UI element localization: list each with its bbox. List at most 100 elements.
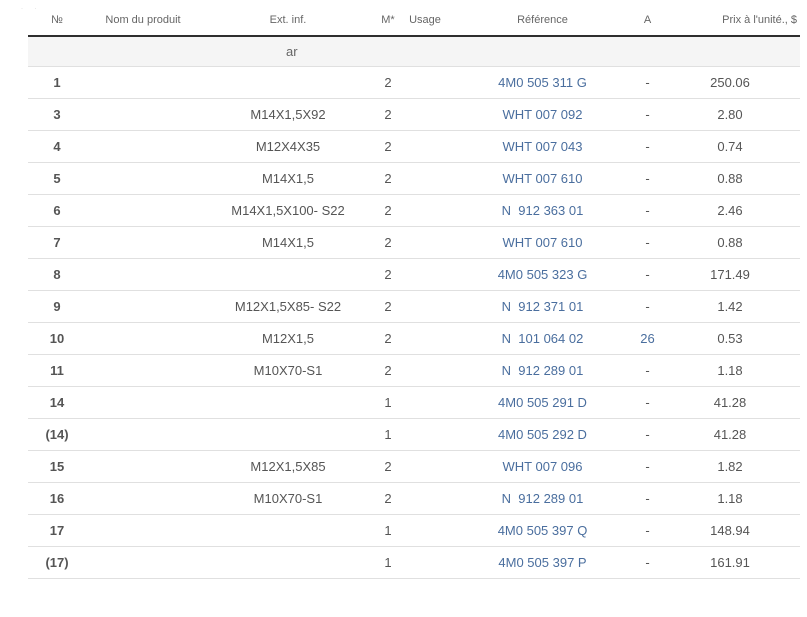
reference-link[interactable]: WHT 007 096 xyxy=(502,459,583,474)
row-number-cell: 1 xyxy=(28,66,86,99)
group-row: ar xyxy=(28,36,800,67)
usage-cell xyxy=(400,322,450,355)
reference-link[interactable]: 4M0 505 397 Q xyxy=(497,523,588,538)
header-m: M* xyxy=(376,0,400,37)
a-column-cell: - xyxy=(635,482,660,515)
product-name-cell xyxy=(86,386,200,419)
price-cell: 0.53 xyxy=(660,322,800,355)
product-name-cell xyxy=(86,546,200,579)
product-name-cell xyxy=(86,290,200,323)
price-cell: 0.74 xyxy=(660,130,800,163)
m-count-cell: 2 xyxy=(376,194,400,227)
row-number-cell: (14) xyxy=(28,418,86,451)
a-column-link[interactable]: 26 xyxy=(635,322,660,355)
row-number-cell: 7 xyxy=(28,226,86,259)
reference-cell: 4M0 505 291 D xyxy=(450,386,635,419)
header-ext-inf: Ext. inf. xyxy=(200,0,376,37)
m-count-cell: 2 xyxy=(376,290,400,323)
product-name-cell xyxy=(86,226,200,259)
row-number-cell: 6 xyxy=(28,194,86,227)
product-name-cell xyxy=(86,354,200,387)
price-cell: 148.94 xyxy=(660,514,800,547)
reference-link[interactable]: 4M0 505 311 G xyxy=(498,75,587,90)
header-unit-price: Prix à l'unité., $ xyxy=(660,0,800,37)
row-number-cell: 3 xyxy=(28,98,86,131)
reference-cell: N 101 064 02 xyxy=(450,322,635,355)
header-number: № xyxy=(28,0,86,37)
row-number-cell: 8 xyxy=(28,258,86,291)
row-number-cell: 15 xyxy=(28,450,86,483)
product-name-cell xyxy=(86,66,200,99)
m-count-cell: 2 xyxy=(376,322,400,355)
reference-cell: 4M0 505 397 P xyxy=(450,546,635,579)
price-cell: 1.18 xyxy=(660,354,800,387)
row-number-cell: 17 xyxy=(28,514,86,547)
row-number-cell: 10 xyxy=(28,322,86,355)
row-number-cell: 5 xyxy=(28,162,86,195)
usage-cell xyxy=(400,354,450,387)
reference-link[interactable]: N 101 064 02 xyxy=(501,331,584,346)
price-cell: 161.91 xyxy=(660,546,800,579)
reference-link[interactable]: 4M0 505 397 P xyxy=(498,555,587,570)
product-name-cell xyxy=(86,98,200,131)
m-count-cell: 2 xyxy=(376,98,400,131)
product-name-cell xyxy=(86,322,200,355)
ext-inf-cell xyxy=(200,258,376,291)
a-column-cell: - xyxy=(635,514,660,547)
row-number-cell: 9 xyxy=(28,290,86,323)
table-row: 10 M12X1,5 2 N 101 064 02 26 0.53 xyxy=(28,322,800,355)
reference-link[interactable]: N 912 289 01 xyxy=(501,363,584,378)
usage-cell xyxy=(400,514,450,547)
table-row: 14 1 4M0 505 291 D - 41.28 xyxy=(28,386,800,419)
m-count-cell: 2 xyxy=(376,354,400,387)
product-name-cell xyxy=(86,514,200,547)
reference-link[interactable]: WHT 007 610 xyxy=(502,235,583,250)
usage-cell xyxy=(400,290,450,323)
reference-link[interactable]: N 912 289 01 xyxy=(501,491,584,506)
table-row: 8 2 4M0 505 323 G - 171.49 xyxy=(28,258,800,291)
a-column-cell: - xyxy=(635,226,660,259)
m-count-cell: 1 xyxy=(376,386,400,419)
group-label: ar xyxy=(28,36,800,67)
a-column-cell: - xyxy=(635,258,660,291)
product-name-cell xyxy=(86,162,200,195)
reference-cell: WHT 007 092 xyxy=(450,98,635,131)
a-column-cell: - xyxy=(635,98,660,131)
reference-cell: WHT 007 096 xyxy=(450,450,635,483)
usage-cell xyxy=(400,226,450,259)
usage-cell xyxy=(400,130,450,163)
reference-cell: 4M0 505 292 D xyxy=(450,418,635,451)
ext-inf-cell: M12X1,5X85 xyxy=(200,450,376,483)
reference-link[interactable]: WHT 007 610 xyxy=(502,171,583,186)
reference-cell: 4M0 505 311 G xyxy=(450,66,635,99)
usage-cell xyxy=(400,66,450,99)
reference-cell: WHT 007 610 xyxy=(450,226,635,259)
reference-link[interactable]: WHT 007 092 xyxy=(502,107,583,122)
ext-inf-cell: M14X1,5 xyxy=(200,162,376,195)
usage-cell xyxy=(400,98,450,131)
price-cell: 1.82 xyxy=(660,450,800,483)
ext-inf-cell xyxy=(200,418,376,451)
m-count-cell: 2 xyxy=(376,482,400,515)
product-name-cell xyxy=(86,418,200,451)
reference-cell: WHT 007 610 xyxy=(450,162,635,195)
header-usage: Usage xyxy=(400,0,450,37)
reference-link[interactable]: N 912 363 01 xyxy=(501,203,584,218)
usage-cell xyxy=(400,450,450,483)
table-row: 17 1 4M0 505 397 Q - 148.94 xyxy=(28,514,800,547)
reference-link[interactable]: 4M0 505 292 D xyxy=(498,427,587,442)
ext-inf-cell xyxy=(200,514,376,547)
price-cell: 2.46 xyxy=(660,194,800,227)
reference-link[interactable]: 4M0 505 323 G xyxy=(497,267,588,282)
price-cell: 171.49 xyxy=(660,258,800,291)
reference-link[interactable]: N 912 371 01 xyxy=(501,299,584,314)
table-row: 15 M12X1,5X85 2 WHT 007 096 - 1.82 xyxy=(28,450,800,483)
reference-link[interactable]: 4M0 505 291 D xyxy=(498,395,587,410)
price-cell: 41.28 xyxy=(660,386,800,419)
reference-link[interactable]: WHT 007 043 xyxy=(502,139,583,154)
usage-cell xyxy=(400,546,450,579)
table-body: ar 1 2 4M0 505 311 G - 250.06 3 M14X1,5X… xyxy=(28,36,800,579)
usage-cell xyxy=(400,418,450,451)
m-count-cell: 1 xyxy=(376,546,400,579)
usage-cell xyxy=(400,162,450,195)
